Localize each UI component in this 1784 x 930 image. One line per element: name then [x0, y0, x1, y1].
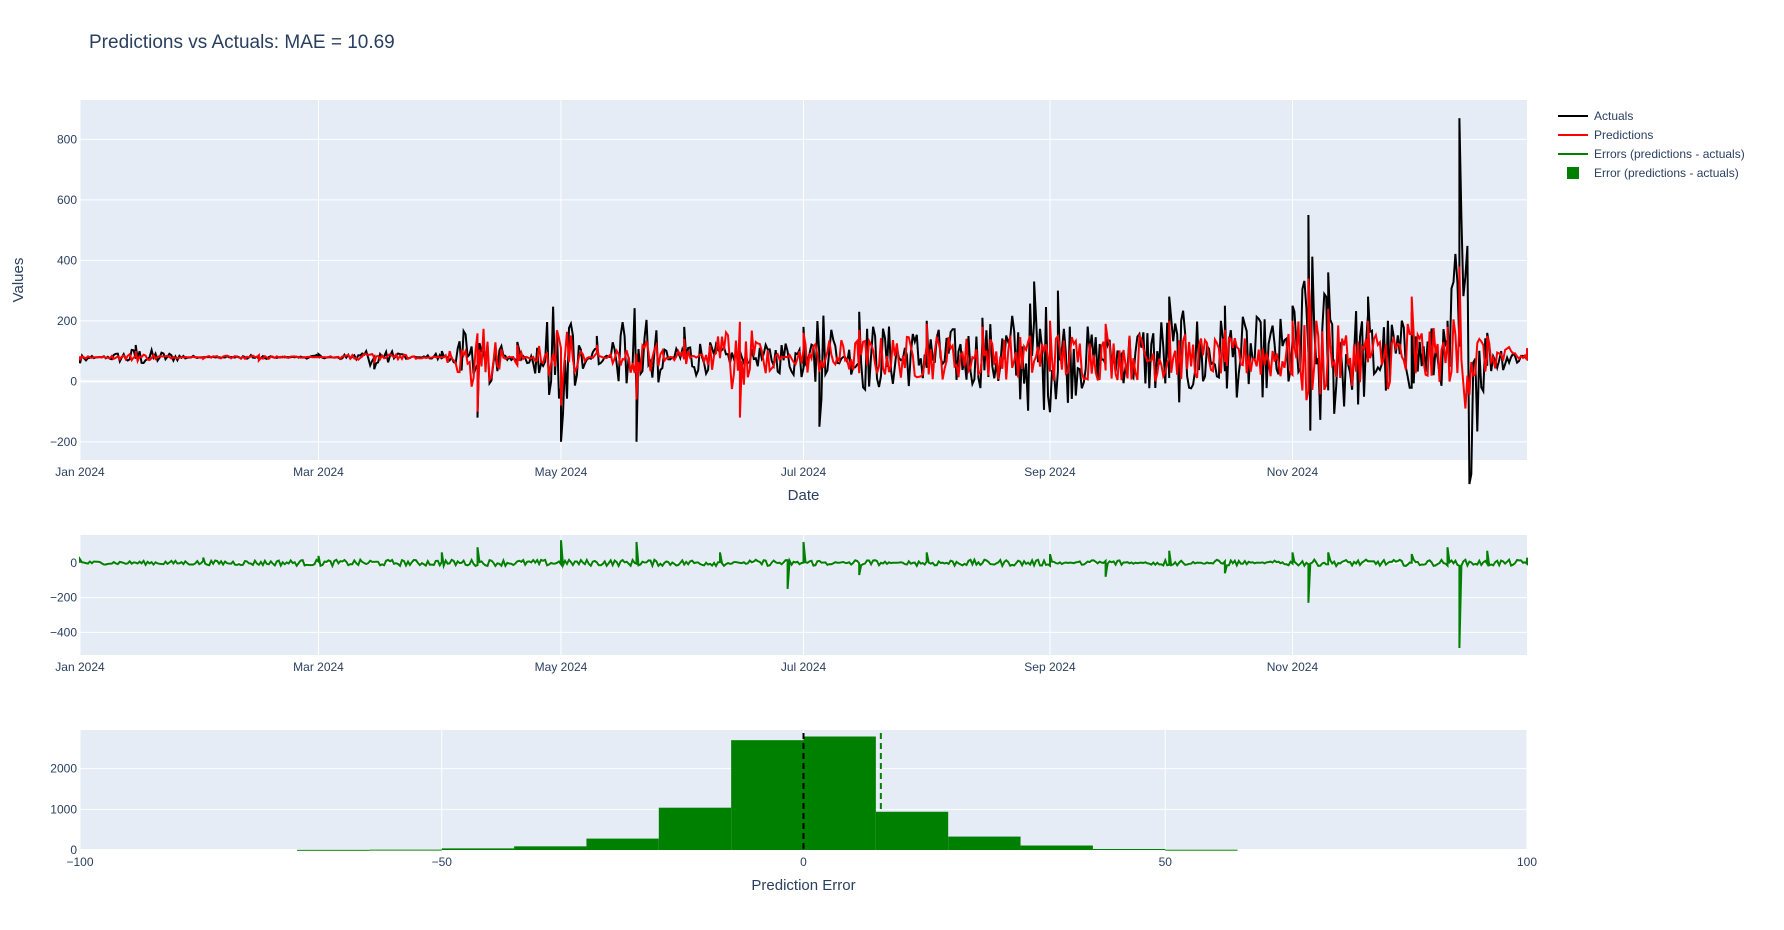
histogram-y-tick-label: 0: [70, 843, 77, 857]
histogram-bar[interactable]: [369, 849, 442, 851]
histogram-bar[interactable]: [803, 736, 876, 850]
legend[interactable]: Actuals Predictions Errors (predictions …: [1558, 106, 1745, 182]
histogram-y-tick-label: 2000: [50, 762, 77, 776]
legend-label-actuals: Actuals: [1594, 108, 1634, 123]
histogram-x-axis-title: Prediction Error: [751, 877, 855, 894]
histogram-bar[interactable]: [1092, 848, 1166, 850]
error-y-tick-label: 0: [70, 556, 77, 570]
legend-item-predictions[interactable]: Predictions: [1558, 125, 1745, 144]
legend-item-errors-line[interactable]: Errors (predictions - actuals): [1558, 144, 1745, 163]
timeseries-y-tick-label: 0: [70, 374, 77, 388]
histogram-bar[interactable]: [875, 811, 949, 850]
timeseries-x-tick-label: Sep 2024: [1024, 465, 1076, 479]
histogram-y-tick-label: 1000: [50, 802, 77, 816]
histogram-bar[interactable]: [658, 807, 732, 850]
legend-label-errors-line: Errors (predictions - actuals): [1594, 146, 1745, 161]
timeseries-x-axis-title: Date: [788, 487, 820, 504]
timeseries-x-tick-label: Jan 2024: [55, 465, 105, 479]
error-y-tick-label: −400: [50, 625, 77, 639]
histogram-bar[interactable]: [948, 836, 1021, 850]
errors-line[interactable]: [79, 540, 1528, 649]
legend-label-error-histogram: Error (predictions - actuals): [1594, 165, 1739, 180]
histogram-bar[interactable]: [297, 849, 370, 851]
timeseries-y-tick-label: 400: [57, 253, 77, 267]
legend-swatch-actuals: [1558, 114, 1588, 117]
histogram-bar[interactable]: [586, 838, 659, 850]
timeseries-x-tick-label: Jul 2024: [781, 465, 827, 479]
legend-swatch-errors-line: [1558, 152, 1588, 155]
legend-item-actuals[interactable]: Actuals: [1558, 106, 1745, 125]
predictions-line[interactable]: [79, 266, 1528, 418]
histogram-x-tick-label: −100: [66, 855, 93, 869]
timeseries-y-axis-title: Values: [10, 258, 27, 303]
histogram-x-tick-label: 0: [800, 855, 807, 869]
histogram-bar[interactable]: [1165, 849, 1238, 851]
timeseries-y-tick-label: 800: [57, 132, 77, 146]
histogram-x-tick-label: 50: [1159, 855, 1173, 869]
timeseries-y-tick-label: −200: [50, 435, 77, 449]
chart-title: Predictions vs Actuals: MAE = 10.69: [89, 32, 395, 53]
legend-swatch-error-histogram: [1567, 166, 1579, 179]
error-x-tick-label: Nov 2024: [1267, 660, 1319, 674]
error-x-tick-label: Jan 2024: [55, 660, 105, 674]
error-panel: Jan 2024 Mar 2024 May 2024 Jul 2024 Sep 2024…: [50, 535, 1528, 674]
timeseries-y-tick-label: 200: [57, 314, 77, 328]
legend-label-predictions: Predictions: [1594, 127, 1654, 142]
histogram-bar[interactable]: [514, 846, 587, 850]
legend-swatch-predictions: [1558, 133, 1588, 136]
timeseries-panel: Jan 2024 Mar 2024 May 2024 Jul 2024 Sep 2024…: [10, 100, 1528, 504]
histogram-bar[interactable]: [731, 740, 804, 850]
timeseries-y-tick-label: 600: [57, 193, 77, 207]
histogram-x-tick-label: −50: [432, 855, 453, 869]
timeseries-x-tick-label: Mar 2024: [293, 465, 344, 479]
histogram-bar[interactable]: [441, 848, 515, 850]
histogram-bar[interactable]: [1020, 845, 1093, 850]
timeseries-x-tick-label: Nov 2024: [1267, 465, 1319, 479]
error-x-tick-label: Mar 2024: [293, 660, 344, 674]
histogram-x-tick-label: 100: [1517, 855, 1537, 869]
legend-item-error-histogram[interactable]: Error (predictions - actuals): [1558, 163, 1745, 182]
timeseries-x-tick-label: May 2024: [535, 465, 588, 479]
error-x-tick-label: May 2024: [535, 660, 588, 674]
error-x-tick-label: Jul 2024: [781, 660, 827, 674]
error-x-tick-label: Sep 2024: [1024, 660, 1076, 674]
error-y-tick-label: −200: [50, 591, 77, 605]
